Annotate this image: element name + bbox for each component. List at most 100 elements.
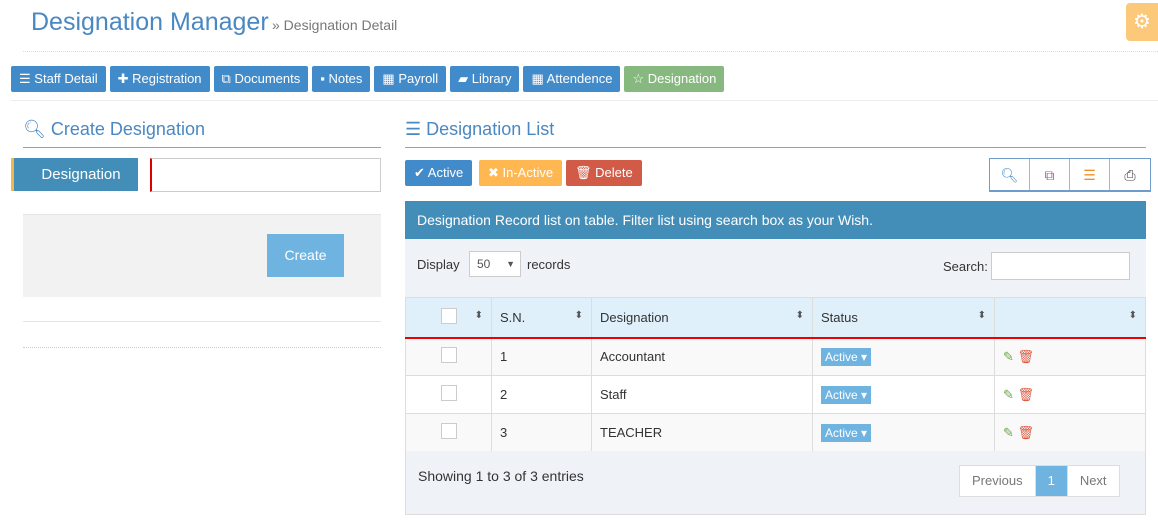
row-select <box>405 413 492 452</box>
designation-input[interactable] <box>150 158 381 192</box>
status-label: Active <box>825 387 858 402</box>
column-label: Status <box>821 309 858 325</box>
divider <box>11 100 1158 101</box>
select-all-header[interactable]: ⬍ <box>405 297 492 339</box>
trash-icon[interactable]: 🗑 <box>1017 386 1035 402</box>
edit-icon[interactable]: ✎ <box>1003 348 1014 364</box>
nav-tabs: ☰ Staff Detail ✚ Registration ⧉ Document… <box>11 66 725 92</box>
cell-actions: ✎ 🗑 <box>994 337 1146 376</box>
cell-designation: Accountant <box>591 337 813 376</box>
create-button[interactable]: Create <box>267 234 344 277</box>
column-sn[interactable]: S.N. ⬍ <box>491 297 592 339</box>
sort-icon: ⬍ <box>574 310 583 321</box>
status-dropdown[interactable]: Active ▾ <box>821 423 872 442</box>
divider <box>405 147 1146 148</box>
tab-notes[interactable]: ▪ Notes <box>312 66 371 92</box>
page-size-select[interactable]: 50 ▼ <box>469 251 521 277</box>
column-label: S.N. <box>500 309 526 325</box>
pagination: Previous 1 Next <box>959 465 1120 497</box>
display-label: Display <box>417 257 460 272</box>
column-designation[interactable]: Designation ⬍ <box>591 297 813 339</box>
tab-payroll[interactable]: ▦ Payroll <box>374 66 447 92</box>
copy-icon[interactable]: ⧉ <box>1030 159 1070 190</box>
divider <box>23 51 1158 52</box>
breadcrumb[interactable]: » Designation Detail <box>272 17 398 33</box>
inactive-button[interactable]: ✖ In-Active <box>479 160 563 186</box>
select-all-checkbox[interactable] <box>440 307 457 324</box>
tab-label: Payroll <box>398 71 439 86</box>
page-1-button[interactable]: 1 <box>1035 466 1068 496</box>
trash-icon[interactable]: 🗑 <box>1017 424 1035 440</box>
chevron-down-icon: ▼ <box>506 259 515 269</box>
row-checkbox[interactable] <box>440 385 457 401</box>
status-label: Active <box>825 349 858 364</box>
tab-label: Designation <box>647 71 717 86</box>
table-row: 1 Accountant Active ▾ ✎ 🗑 <box>405 337 1146 376</box>
column-actions[interactable]: ⬍ <box>994 297 1146 339</box>
status-label: Active <box>825 425 858 440</box>
create-title: 🔍︎ Create Designation <box>23 119 205 140</box>
trash-icon[interactable]: 🗑 <box>1017 348 1035 364</box>
tab-label: Library <box>471 71 512 86</box>
previous-button[interactable]: Previous <box>960 466 1036 496</box>
status-dropdown[interactable]: Active ▾ <box>821 385 872 404</box>
next-button[interactable]: Next <box>1079 473 1107 488</box>
edit-icon[interactable]: ✎ <box>1003 386 1014 402</box>
table-banner: Designation Record list on table. Filter… <box>405 201 1146 239</box>
tab-label: Staff Detail <box>34 71 98 86</box>
row-checkbox[interactable] <box>440 347 457 364</box>
page-title: Designation Manager <box>31 8 269 36</box>
copy-icon: ⧉ <box>221 71 231 86</box>
calculator-icon: ▦ <box>382 71 395 86</box>
cell-status: Active ▾ <box>812 337 995 376</box>
cell-status: Active ▾ <box>812 375 995 414</box>
search-label: Search: <box>943 259 988 274</box>
active-button[interactable]: ✔ Active <box>405 160 473 186</box>
book-icon: ▰ <box>458 71 469 86</box>
tab-attendence[interactable]: ▦ Attendence <box>523 66 621 92</box>
cell-actions: ✎ 🗑 <box>994 413 1146 452</box>
row-checkbox[interactable] <box>440 423 457 439</box>
gear-icon[interactable]: ⚙ <box>1126 3 1158 41</box>
records-label: records <box>527 257 571 272</box>
table-filter: Display 50 ▼ records Search: <box>405 239 1146 297</box>
sort-icon: ⬍ <box>474 310 483 321</box>
database-icon[interactable]: ☰ <box>1070 159 1110 190</box>
list-icon: ☰ <box>405 119 422 139</box>
table-tools: 🔍︎ ⧉ ☰ ⎙ <box>989 158 1151 192</box>
tab-label: Registration <box>132 71 202 86</box>
create-title-text: Create Designation <box>50 119 205 139</box>
table-header: ⬍ S.N. ⬍ Designation ⬍ Status ⬍ ⬍ <box>405 297 1146 339</box>
divider <box>23 347 381 348</box>
search-input[interactable] <box>991 252 1130 280</box>
sort-icon: ⬍ <box>795 310 804 321</box>
tab-registration[interactable]: ✚ Registration <box>109 66 210 92</box>
tab-library[interactable]: ▰ Library <box>450 66 520 92</box>
search-icon[interactable]: 🔍︎ <box>990 159 1030 190</box>
divider <box>23 147 381 148</box>
table-row: 2 Staff Active ▾ ✎ 🗑 <box>405 375 1146 414</box>
tab-designation[interactable]: ☆ Designation <box>624 66 725 92</box>
page-size-value: 50 <box>477 257 491 271</box>
designation-table: ⬍ S.N. ⬍ Designation ⬍ Status ⬍ ⬍ 1 Account… <box>405 297 1146 452</box>
search-icon: 🔍︎ <box>23 119 46 139</box>
cell-sn: 2 <box>491 375 592 414</box>
cell-designation: Staff <box>591 375 813 414</box>
delete-button[interactable]: 🗑 Delete <box>566 160 642 186</box>
table-row: 3 TEACHER Active ▾ ✎ 🗑 <box>405 413 1146 452</box>
calendar-icon: ▦ <box>531 71 544 86</box>
designation-label: Designation <box>11 158 138 191</box>
tab-label: Notes <box>328 71 363 86</box>
status-dropdown[interactable]: Active ▾ <box>821 347 872 366</box>
cell-sn: 1 <box>491 337 592 376</box>
tab-documents[interactable]: ⧉ Documents <box>213 66 309 92</box>
edit-icon[interactable]: ✎ <box>1003 424 1014 440</box>
row-select <box>405 337 492 376</box>
column-label: Designation <box>600 309 669 325</box>
cell-status: Active ▾ <box>812 413 995 452</box>
print-icon[interactable]: ⎙ <box>1124 167 1136 183</box>
tab-staff-detail[interactable]: ☰ Staff Detail <box>11 66 106 92</box>
list-title-text: Designation List <box>426 119 555 139</box>
column-status[interactable]: Status ⬍ <box>812 297 995 339</box>
list-icon: ☰ <box>19 71 31 86</box>
